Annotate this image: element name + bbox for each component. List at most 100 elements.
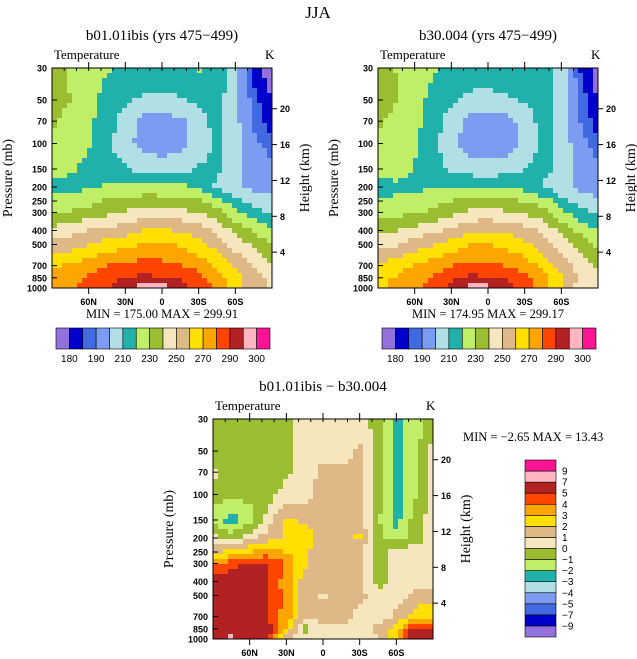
contour-cell <box>242 73 248 79</box>
contour-cell <box>97 208 103 214</box>
contour-cell <box>418 263 424 269</box>
contour-cell <box>238 484 244 490</box>
contour-cell <box>558 238 564 244</box>
contour-cell <box>57 238 63 244</box>
contour-cell <box>468 213 474 219</box>
contour-cell <box>473 193 479 199</box>
contour-cell <box>328 449 334 455</box>
contour-cell <box>393 143 399 149</box>
contour-cell <box>127 83 133 89</box>
contour-cell <box>137 233 143 239</box>
contour-cell <box>112 138 118 144</box>
contour-cell <box>538 158 544 164</box>
contour-cell <box>498 273 504 279</box>
contour-cell <box>538 253 544 259</box>
contour-cell <box>553 148 559 154</box>
contour-cell <box>222 78 228 84</box>
contour-cell <box>162 178 168 184</box>
contour-cell <box>308 469 314 475</box>
contour-cell <box>82 168 88 174</box>
contour-cell <box>212 153 218 159</box>
contour-cell <box>448 178 454 184</box>
contour-cell <box>72 133 78 139</box>
contour-cell <box>293 474 299 480</box>
contour-cell <box>102 118 108 124</box>
contour-cell <box>348 454 354 460</box>
contour-cell <box>303 509 309 515</box>
contour-cell <box>453 108 459 114</box>
contour-cell <box>232 188 238 194</box>
contour-cell <box>408 464 414 470</box>
contour-cell <box>262 188 268 194</box>
contour-cell <box>573 78 579 84</box>
contour-cell <box>202 178 208 184</box>
contour-cell <box>273 499 279 505</box>
contour-cell <box>538 188 544 194</box>
contour-cell <box>573 188 579 194</box>
contour-cell <box>593 203 599 209</box>
contour-cell <box>403 263 409 269</box>
contour-cell <box>257 278 263 284</box>
contour-cell <box>152 163 158 169</box>
contour-cell <box>523 158 529 164</box>
contour-cell <box>538 203 544 209</box>
contour-cell <box>117 193 123 199</box>
contour-cell <box>388 449 394 455</box>
contour-cell <box>268 479 274 485</box>
contour-cell <box>52 158 58 164</box>
contour-cell <box>383 474 389 480</box>
contour-cell <box>383 419 389 425</box>
contour-cell <box>458 153 464 159</box>
contour-cell <box>448 223 454 229</box>
contour-cell <box>247 283 253 289</box>
contour-cell <box>197 273 203 279</box>
contour-cell <box>553 283 559 289</box>
contour-cell <box>57 148 63 154</box>
contour-cell <box>398 469 404 475</box>
contour-cell <box>197 238 203 244</box>
contour-cell <box>82 188 88 194</box>
colorbar-box <box>149 327 164 350</box>
contour-cell <box>283 424 289 430</box>
contour-cell <box>117 228 123 234</box>
y-tick-label: 300 <box>32 208 47 218</box>
contour-cell <box>413 273 419 279</box>
contour-cell <box>518 258 524 264</box>
contour-cell <box>438 123 444 129</box>
contour-cell <box>72 78 78 84</box>
contour-cell <box>468 233 474 239</box>
contour-cell <box>97 278 103 284</box>
contour-cell <box>343 424 349 430</box>
contour-cell <box>217 178 223 184</box>
contour-cell <box>513 88 519 94</box>
contour-cell <box>258 489 264 495</box>
contour-cell <box>453 78 459 84</box>
contour-cell <box>237 143 243 149</box>
contour-cell <box>112 223 118 229</box>
contour-cell <box>423 188 429 194</box>
height-tick-label: 4 <box>606 248 611 258</box>
contour-cell <box>52 218 58 224</box>
contour-cell <box>348 439 354 445</box>
contour-cell <box>408 153 414 159</box>
contour-cell <box>373 519 379 525</box>
contour-cell <box>508 228 514 234</box>
contour-cell <box>147 243 153 249</box>
contour-cell <box>563 183 569 189</box>
contour-cell <box>268 514 274 520</box>
contour-cell <box>87 268 93 274</box>
contour-cell <box>273 514 279 520</box>
contour-cell <box>72 188 78 194</box>
contour-cell <box>187 233 193 239</box>
contour-cell <box>238 429 244 435</box>
contour-cell <box>553 88 559 94</box>
contour-cell <box>518 93 524 99</box>
contour-cell <box>212 213 218 219</box>
contour-cell <box>408 283 414 289</box>
contour-cell <box>92 113 98 119</box>
contour-cell <box>182 168 188 174</box>
contour-cell <box>227 248 233 254</box>
contour-cell <box>247 118 253 124</box>
contour-cell <box>187 258 193 264</box>
contour-cell <box>558 73 564 79</box>
